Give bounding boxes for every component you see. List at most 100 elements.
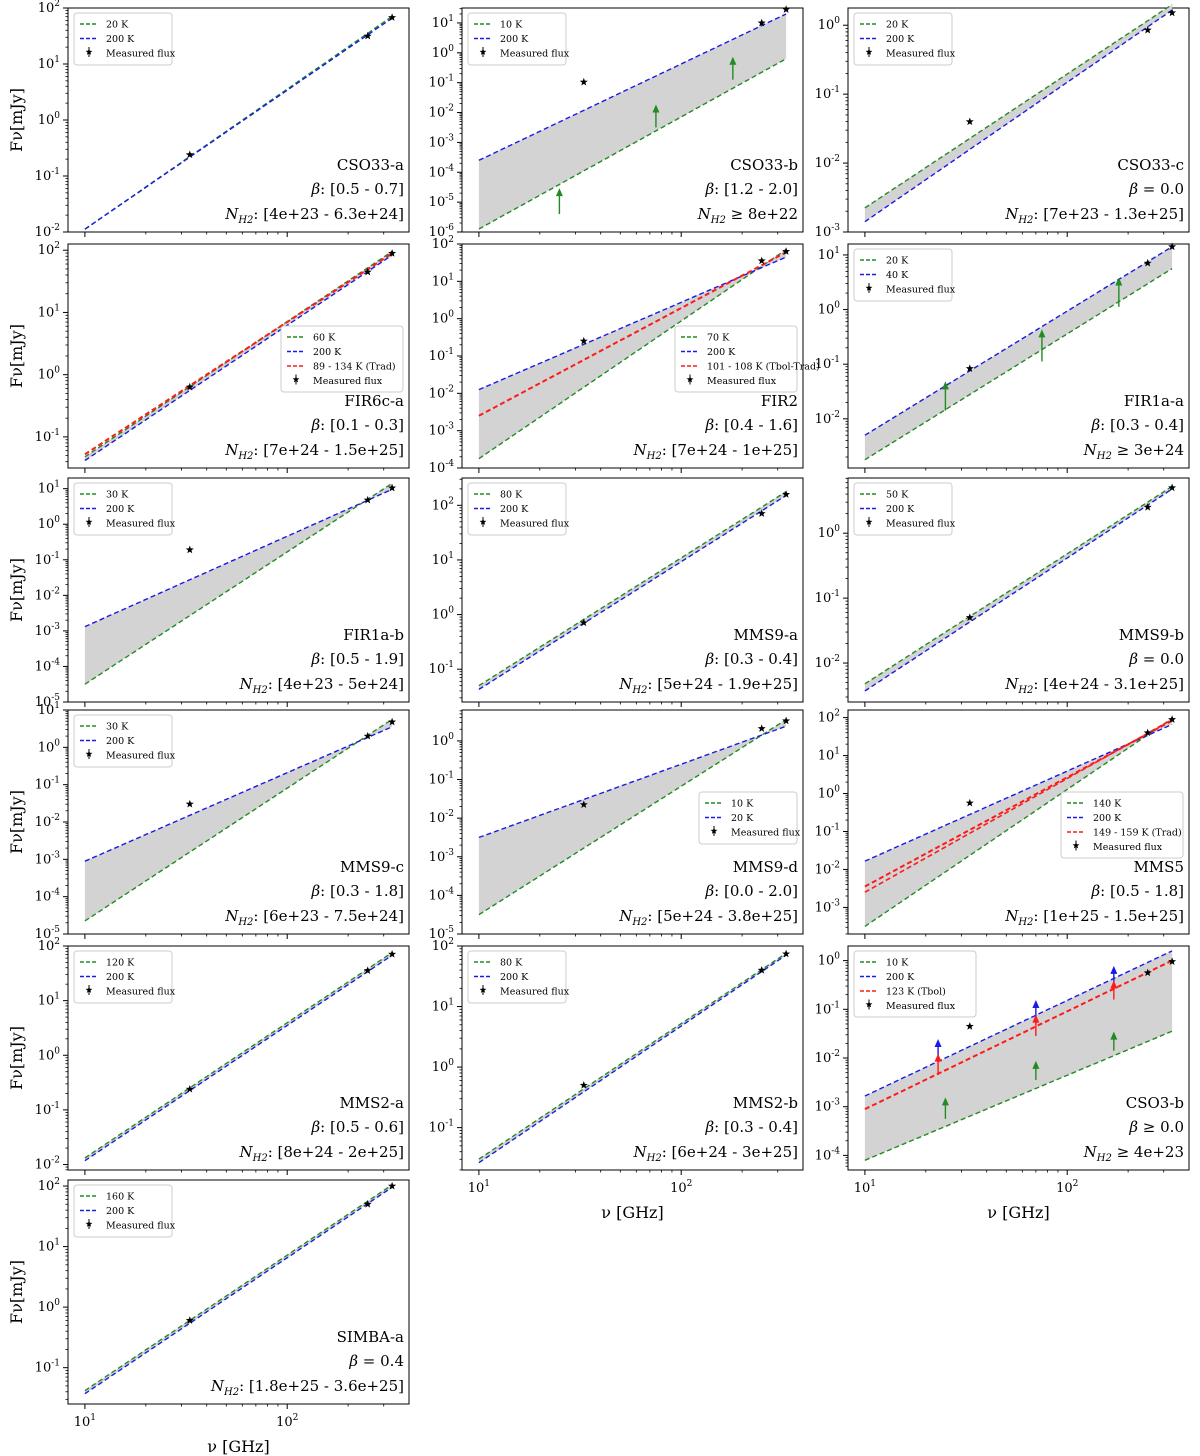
tick-base: 10: [815, 1100, 832, 1115]
tick-exp: 0: [54, 111, 60, 121]
arrow-head: [555, 188, 563, 197]
y-tick-label: 100: [432, 310, 455, 327]
beta-value: = 0.0: [1138, 650, 1184, 668]
tick-exp: -3: [445, 422, 454, 432]
warm-model-line: [478, 494, 787, 690]
arrow-head: [1110, 980, 1118, 989]
tick-exp: -1: [51, 167, 60, 177]
tick-exp: -3: [445, 133, 454, 143]
nh2-sub: H2: [710, 215, 726, 226]
measured-flux-point: [185, 382, 194, 391]
y-tick-label: 10-1: [35, 776, 60, 793]
nh2-sub: H2: [252, 1153, 268, 1164]
y-tick-label: 10-5: [35, 693, 61, 710]
tick-exp: 1: [54, 701, 60, 711]
nh2-sub: H2: [631, 917, 647, 928]
tick-base: 10: [38, 517, 55, 532]
tick-base: 10: [432, 312, 449, 327]
nh2-annotation: NH2: [4e+24 - 3.1e+25]: [1004, 675, 1184, 696]
cold-model-line: [478, 249, 787, 460]
tick-exp: 1: [54, 1238, 60, 1248]
legend-frame: [73, 714, 173, 768]
arrow-head: [941, 381, 949, 390]
tick-base: 10: [815, 862, 832, 877]
tick-base: 10: [815, 87, 832, 102]
nh2-annotation: NH2: [4e+23 - 6.3e+24]: [224, 205, 404, 226]
tick-exp: -1: [51, 1101, 60, 1111]
measured-flux-point: [782, 949, 791, 958]
nh2-value: : [8e+24 - 2e+25]: [268, 1143, 404, 1161]
y-tick-label: 100: [818, 785, 841, 802]
beta-value: : [0.5 - 0.7]: [320, 180, 404, 198]
tick-base: 10: [429, 1121, 446, 1136]
beta-annotation: β: [0.5 - 1.9]: [310, 650, 404, 668]
tick-exp: 2: [293, 1413, 299, 1423]
legend-label: 140 K: [1093, 799, 1122, 810]
y-tick-label: 101: [818, 246, 840, 263]
legend-frame: [467, 12, 567, 66]
measured-flux-point: [388, 950, 397, 958]
tick-exp: -2: [51, 223, 60, 233]
tick-exp: 1: [448, 998, 454, 1008]
beta-annotation: β: [0.5 - 0.7]: [310, 180, 404, 198]
y-tick-label: 10-1: [429, 1119, 454, 1136]
tick-base: 10: [429, 349, 446, 364]
legend-measured-label: Measured flux: [886, 49, 956, 60]
legend-measured-label: Measured flux: [731, 828, 801, 839]
tick-exp: 2: [448, 496, 454, 506]
nh2-sub: H2: [237, 451, 253, 462]
cold-model-line: [478, 719, 787, 916]
y-tick-label: 100: [38, 1046, 61, 1063]
panel-title: MMS9-b: [1119, 626, 1184, 644]
tick-base: 10: [38, 57, 55, 72]
tick-base: 10: [35, 225, 52, 240]
nh2-value: : [4e+23 - 6.3e+24]: [253, 205, 404, 223]
arrow-head: [1032, 1014, 1040, 1023]
y-tick-label: 10-4: [35, 888, 61, 905]
nh2-value: : [5e+24 - 3.8e+25]: [647, 907, 798, 925]
warm-model-line: [478, 725, 787, 839]
warm-model-line: [84, 17, 393, 230]
tick-exp: 0: [834, 952, 840, 962]
x-tick-label: 102: [276, 1413, 298, 1430]
legend-label: 149 - 159 K (Trad): [1093, 828, 1182, 839]
legend-label: 200 K: [106, 736, 135, 747]
y-tick-label: 10-3: [35, 622, 61, 639]
nh2-sub: H2: [631, 685, 647, 696]
legend-measured-label: Measured flux: [886, 519, 956, 530]
legend-label: 70 K: [707, 333, 730, 344]
panel-title: CSO33-c: [1117, 156, 1184, 174]
shaded-band: [864, 718, 1173, 927]
tick-exp: -3: [831, 223, 840, 233]
measured-flux-point: [388, 717, 397, 726]
legend-frame: [853, 950, 977, 1018]
cold-model-line: [478, 491, 787, 687]
y-tick-label: 100: [38, 366, 61, 383]
measured-flux-point: [579, 1081, 588, 1089]
tick-base: 10: [429, 106, 446, 121]
nh2-annotation: NH2: [4e+23 - 5e+24]: [238, 675, 404, 696]
beta-annotation: β = 0.4: [348, 1352, 404, 1370]
legend-label: 30 K: [106, 722, 129, 733]
y-tick-label: 100: [38, 738, 61, 755]
y-tick-label: 10-2: [35, 813, 60, 830]
y-tick-label: 100: [432, 44, 455, 61]
panel-title: MMS9-c: [340, 858, 404, 876]
tick-exp: 2: [54, 937, 60, 947]
y-tick-label: 101: [38, 701, 60, 718]
measured-flux-point: [1168, 957, 1177, 965]
tick-exp: 2: [687, 1179, 693, 1189]
panel-title: MMS9-a: [733, 626, 798, 644]
y-tick-label: 10-1: [815, 85, 840, 102]
x-tick-label: 101: [854, 1179, 876, 1196]
y-tick-label: 10-1: [815, 355, 840, 372]
nh2-sub: H2: [1017, 917, 1033, 928]
nh2-value: ≥ 8e+22: [726, 205, 798, 223]
tick-exp: 0: [54, 1046, 60, 1056]
cold-model-line: [864, 4, 1173, 209]
x-axis-label: ν [GHz]: [207, 1437, 269, 1456]
